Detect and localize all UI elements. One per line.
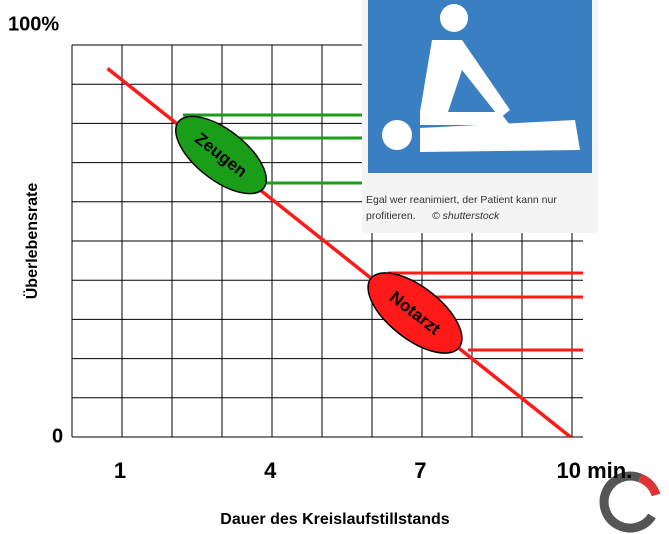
logo-arc	[599, 471, 656, 533]
icon	[420, 40, 510, 118]
caption: profitieren.	[366, 210, 416, 222]
y-axis-label: Überlebensrate	[22, 183, 41, 300]
x-tick-label: 10 min.	[556, 458, 632, 483]
icon	[382, 120, 412, 150]
icon	[440, 4, 468, 32]
x-tick-label: 4	[264, 458, 277, 483]
level-lines	[183, 113, 583, 352]
annotation-shape	[367, 272, 463, 354]
caption: Egal wer reanimiert, der Patient kann nu…	[366, 194, 557, 206]
x-axis-label: Dauer des Kreislaufstillstands	[220, 511, 450, 528]
annotation-shape	[174, 115, 268, 195]
y-tick-label: 0	[52, 425, 63, 447]
logo-arc	[638, 473, 661, 497]
grid	[71, 44, 583, 438]
icon	[420, 120, 580, 152]
annotation: Notarzt	[367, 272, 463, 354]
icon	[420, 112, 510, 125]
y-tick-label: 100%	[8, 13, 59, 35]
x-tick-label: 1	[114, 458, 126, 483]
caption: © shutterstock	[432, 210, 500, 222]
photo-inset: Egal wer reanimiert, der Patient kann nu…	[362, 0, 598, 233]
x-tick-label: 7	[414, 458, 426, 483]
logo	[599, 471, 661, 533]
